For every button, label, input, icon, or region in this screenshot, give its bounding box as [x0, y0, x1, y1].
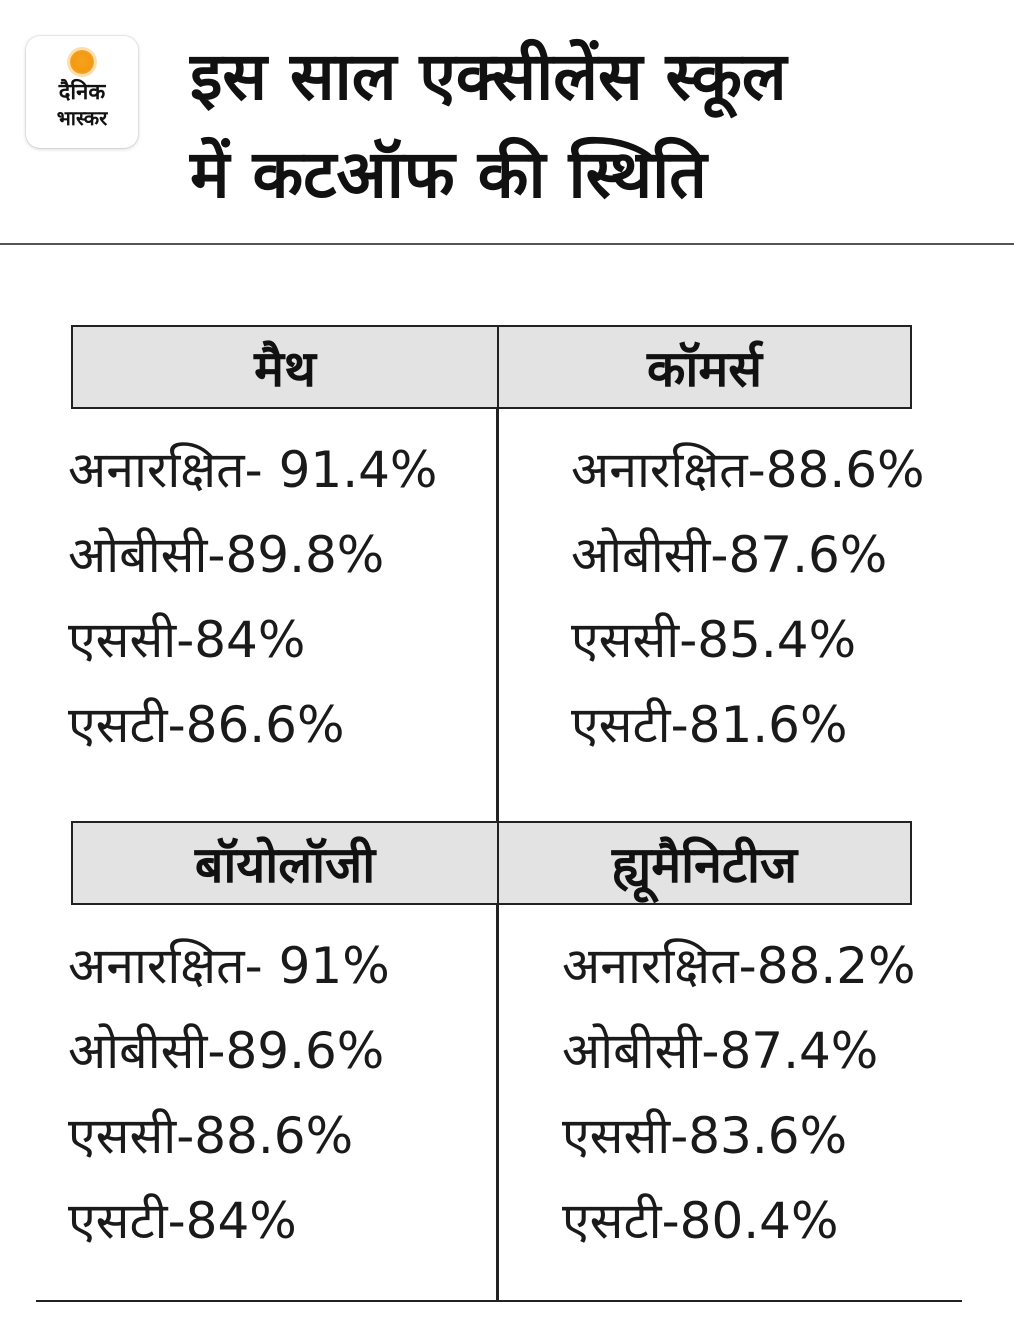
- bottom-divider: [36, 1300, 962, 1302]
- list-item: ओबीसी-89.8%: [68, 526, 385, 584]
- list-math: अनारक्षित- 91.4% ओबीसी-89.8% एससी-84% एस…: [68, 428, 437, 768]
- list-item: एसटी-80.4%: [562, 1192, 839, 1250]
- header-commerce: कॉमर्स: [497, 325, 912, 409]
- title-line-2: में कटऑफ की स्थिति: [190, 136, 707, 213]
- list-item: एससी-85.4%: [571, 611, 857, 669]
- list-item: ओबीसी-87.4%: [562, 1022, 879, 1080]
- logo-text-line2: भास्कर: [56, 106, 108, 130]
- list-item: अनारक्षित-88.6%: [571, 441, 925, 499]
- page-title: इस साल एक्सीलेंस स्कूल में कटऑफ की स्थित…: [190, 28, 990, 224]
- sun-icon: [70, 50, 94, 74]
- list-item: ओबीसी-87.6%: [571, 526, 888, 584]
- list-item: एसटी-84%: [68, 1192, 297, 1250]
- top-divider: [0, 243, 1014, 245]
- list-item: एसटी-81.6%: [571, 696, 848, 754]
- header-biology: बॉयोलॉजी: [71, 821, 499, 905]
- list-commerce: अनारक्षित-88.6% ओबीसी-87.6% एससी-85.4% ए…: [571, 428, 925, 768]
- brand-logo: दैनिक भास्कर: [26, 36, 138, 148]
- list-humanities: अनारक्षित-88.2% ओबीसी-87.4% एससी-83.6% ए…: [562, 924, 916, 1264]
- list-item: अनारक्षित- 91%: [68, 937, 390, 995]
- list-item: ओबीसी-89.6%: [68, 1022, 385, 1080]
- list-item: एससी-83.6%: [562, 1107, 848, 1165]
- list-item: अनारक्षित- 91.4%: [68, 441, 438, 499]
- list-biology: अनारक्षित- 91% ओबीसी-89.6% एससी-88.6% एस…: [68, 924, 390, 1264]
- list-item: एससी-84%: [68, 611, 306, 669]
- header-math: मैथ: [71, 325, 499, 409]
- header-humanities: ह्यूमैनिटीज: [497, 821, 912, 905]
- list-item: अनारक्षित-88.2%: [562, 937, 916, 995]
- logo-text-line1: दैनिक: [58, 80, 106, 105]
- list-item: एससी-88.6%: [68, 1107, 354, 1165]
- list-item: एसटी-86.6%: [68, 696, 345, 754]
- title-line-1: इस साल एक्सीलेंस स्कूल: [190, 38, 787, 115]
- column-divider: [496, 326, 499, 1302]
